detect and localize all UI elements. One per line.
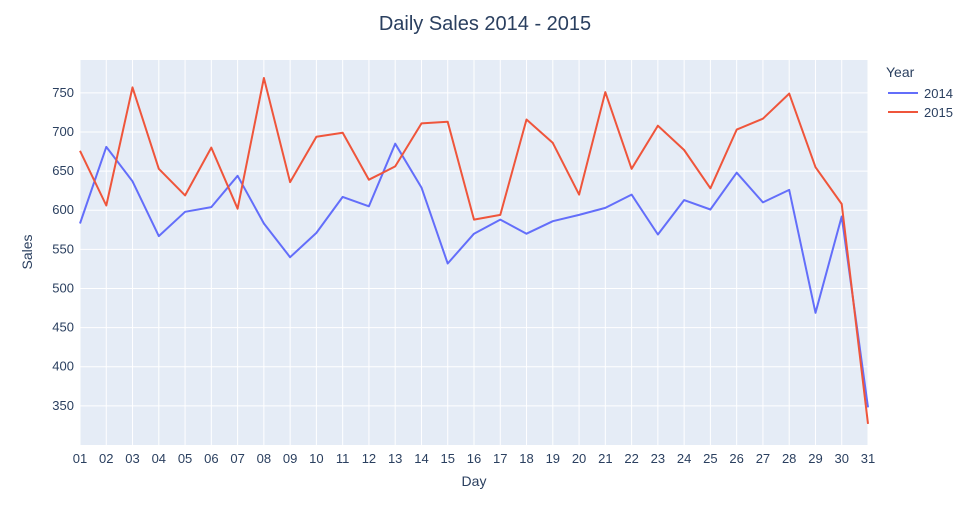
x-tick-label: 07 xyxy=(230,451,244,466)
y-tick-label: 750 xyxy=(52,85,74,100)
legend-title: Year xyxy=(886,64,915,80)
x-tick-label: 12 xyxy=(362,451,376,466)
x-tick-label: 28 xyxy=(782,451,796,466)
legend: Year 2014 2015 xyxy=(886,64,953,120)
legend-label-2014: 2014 xyxy=(924,86,953,101)
chart-title: Daily Sales 2014 - 2015 xyxy=(379,13,591,35)
y-tick-label: 650 xyxy=(52,163,74,178)
y-tick-label: 400 xyxy=(52,359,74,374)
x-tick-labels: 01 02 03 04 05 06 07 08 09 10 11 12 13 14 15 16 17 18 19 20… xyxy=(73,451,875,466)
x-tick-label: 11 xyxy=(336,451,350,466)
y-tick-label: 550 xyxy=(52,241,74,256)
series-line-2014 xyxy=(79,142,869,408)
x-tick-label: 15 xyxy=(440,451,454,466)
y-tick-label: 600 xyxy=(52,202,74,217)
y-tick-label: 350 xyxy=(52,398,74,413)
x-tick-label: 09 xyxy=(283,451,297,466)
x-tick-label: 06 xyxy=(204,451,218,466)
x-tick-label: 18 xyxy=(519,451,533,466)
x-tick-label: 19 xyxy=(546,451,560,466)
x-tick-label: 10 xyxy=(309,451,323,466)
y-tick-labels: 350 400 450 500 550 600 650 700 750 xyxy=(52,85,74,413)
x-tick-label: 25 xyxy=(703,451,717,466)
x-axis-title: Day xyxy=(462,473,487,489)
y-tick-label: 500 xyxy=(52,280,74,295)
x-tick-label: 24 xyxy=(677,451,691,466)
grid-lines xyxy=(79,60,869,445)
x-tick-label: 03 xyxy=(125,451,139,466)
x-tick-label: 02 xyxy=(99,451,113,466)
x-tick-label: 30 xyxy=(834,451,848,466)
x-tick-label: 26 xyxy=(729,451,743,466)
series-line-2015 xyxy=(79,77,869,425)
x-tick-label: 16 xyxy=(467,451,481,466)
series-lines xyxy=(79,77,869,425)
x-tick-label: 23 xyxy=(651,451,665,466)
x-tick-label: 14 xyxy=(414,451,428,466)
x-tick-label: 04 xyxy=(152,451,166,466)
legend-items: 2014 2015 xyxy=(888,86,953,120)
x-tick-label: 20 xyxy=(572,451,586,466)
x-tick-label: 27 xyxy=(756,451,770,466)
x-tick-label: 17 xyxy=(493,451,507,466)
x-tick-label: 08 xyxy=(257,451,271,466)
y-tick-label: 700 xyxy=(52,124,74,139)
x-tick-label: 21 xyxy=(598,451,612,466)
x-tick-label: 22 xyxy=(624,451,638,466)
y-tick-label: 450 xyxy=(52,320,74,335)
x-tick-label: 31 xyxy=(861,451,875,466)
x-tick-label: 13 xyxy=(388,451,402,466)
x-tick-label: 01 xyxy=(73,451,87,466)
legend-label-2015: 2015 xyxy=(924,105,953,120)
x-tick-label: 05 xyxy=(178,451,192,466)
x-tick-label: 29 xyxy=(808,451,822,466)
y-axis-title: Sales xyxy=(19,234,35,269)
